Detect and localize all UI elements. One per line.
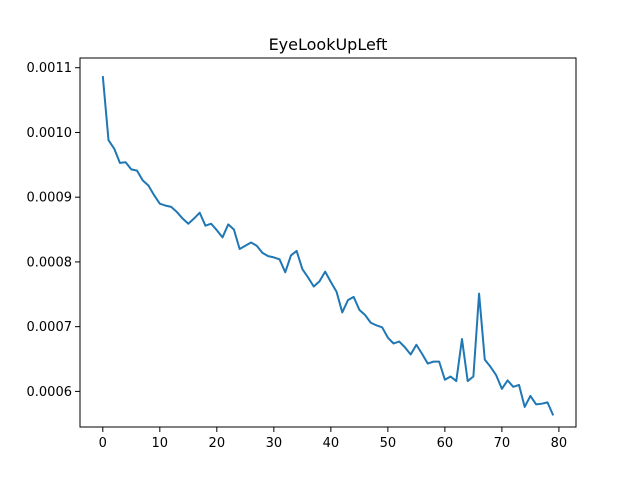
x-tick-label: 10 [152,436,169,451]
x-tick-label: 40 [323,436,340,451]
x-tick-label: 80 [551,436,568,451]
y-tick-label: 0.0011 [27,61,73,76]
y-tick-label: 0.0008 [27,255,73,270]
y-tick-label: 0.0006 [27,385,73,400]
series-line [101,76,555,416]
x-tick-label: 30 [266,436,283,451]
y-tick-label: 0.0007 [27,320,73,335]
x-tick-label: 60 [437,436,454,451]
x-axis: 0 10 20 30 40 50 60 70 80 [99,427,568,451]
y-axis: 0.0006 0.0007 0.0008 0.0009 0.0010 0.0011 [27,61,80,400]
plot-frame [79,57,577,428]
chart-title: EyeLookUpLeft [269,35,388,54]
x-tick-label: 0 [99,436,107,451]
y-tick-label: 0.0010 [27,126,73,141]
x-tick-label: 70 [494,436,511,451]
x-tick-label: 20 [209,436,226,451]
y-tick-label: 0.0009 [27,191,73,206]
x-tick-label: 50 [380,436,397,451]
